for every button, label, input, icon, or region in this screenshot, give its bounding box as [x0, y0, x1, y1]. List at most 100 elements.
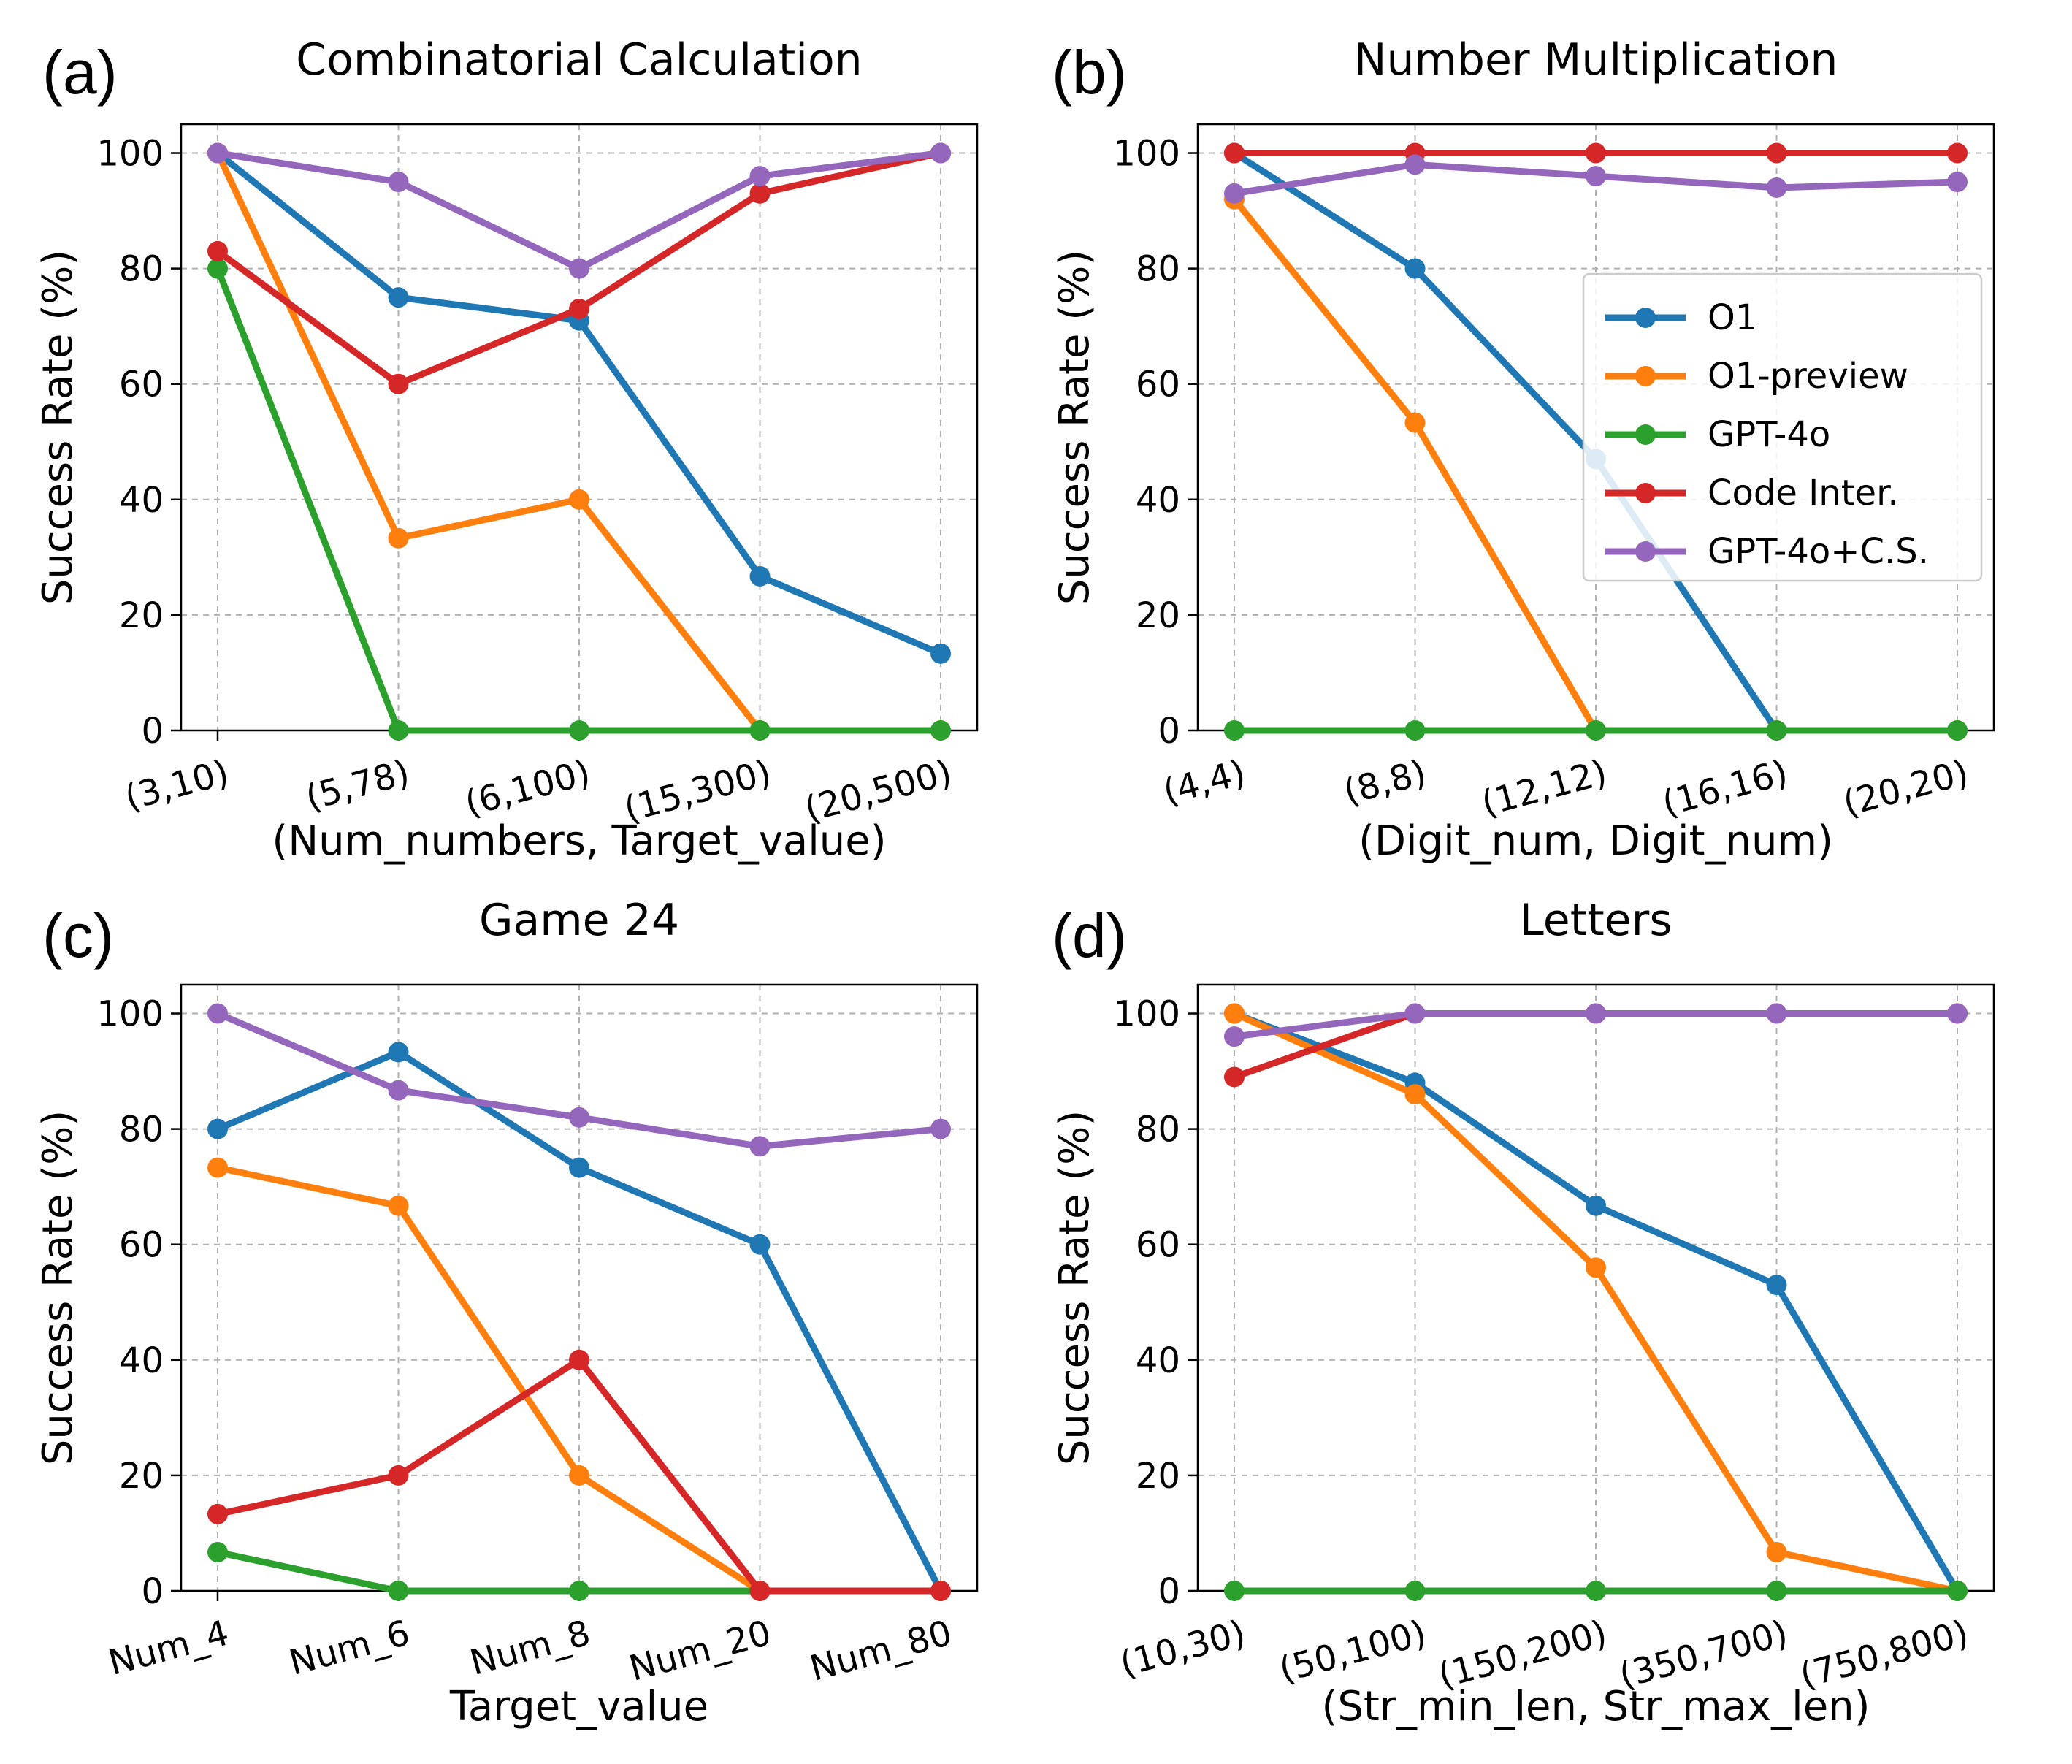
data-point-code-inter — [388, 1465, 409, 1486]
data-point-o1 — [569, 1157, 589, 1178]
series-group — [207, 142, 951, 741]
data-point-gpt-4o — [749, 720, 771, 741]
data-point-code-inter — [1224, 1066, 1245, 1088]
legend: O1 O1-preview GPT-4o Code Inter. GPT-4o+C.S. — [1582, 272, 1983, 582]
data-point-gpt-4o-c-s — [1224, 1026, 1245, 1047]
y-tick-label: 20 — [119, 1456, 164, 1497]
data-point-gpt-4o-c-s — [1586, 166, 1606, 187]
y-tick-label: 40 — [1136, 480, 1180, 521]
legend-label: Code Inter. — [1708, 473, 1899, 513]
data-point-o1-preview — [388, 527, 409, 549]
data-point-gpt-4o — [569, 1581, 589, 1601]
data-point-gpt-4o-c-s — [1404, 154, 1426, 175]
y-tick-label: 60 — [119, 364, 164, 405]
data-point-gpt-4o — [1224, 1581, 1245, 1601]
data-point-o1-preview — [1404, 412, 1426, 433]
data-point-o1 — [930, 643, 951, 664]
y-tick-label: 0 — [141, 711, 164, 752]
data-point-gpt-4o — [1947, 720, 1968, 741]
legend-label: O1-preview — [1708, 356, 1908, 397]
legend-label: O1 — [1708, 297, 1757, 338]
data-point-o1 — [749, 1234, 771, 1255]
y-axis-label: Success Rate (%) — [34, 1110, 82, 1465]
data-point-gpt-4o — [1586, 720, 1606, 741]
data-point-o1 — [1404, 258, 1426, 279]
panel-label: (c) — [42, 901, 114, 970]
data-point-o1-preview — [569, 1465, 589, 1486]
data-point-gpt-4o-c-s — [749, 1136, 771, 1157]
data-point-gpt-4o-c-s — [1766, 177, 1787, 198]
data-point-gpt-4o — [388, 1581, 409, 1601]
data-point-gpt-4o — [1766, 720, 1787, 741]
y-tick-label: 20 — [119, 595, 164, 636]
legend-marker-gpt-4o-c-s — [1635, 541, 1656, 562]
y-tick-label: 100 — [96, 994, 164, 1035]
data-point-gpt-4o — [1224, 720, 1245, 741]
x-axis-label: (Num_numbers, Target_value) — [272, 817, 886, 865]
y-tick-label: 100 — [96, 134, 164, 175]
panel-label: (b) — [1052, 38, 1127, 107]
x-axis-label: Target_value — [449, 1683, 708, 1730]
data-point-gpt-4o — [930, 720, 951, 741]
data-point-gpt-4o-c-s — [1586, 1003, 1606, 1024]
chart-title: Letters — [1519, 895, 1672, 946]
y-tick-label: 60 — [119, 1225, 164, 1266]
y-tick-label: 100 — [1113, 994, 1180, 1035]
data-point-o1-preview — [1766, 1542, 1787, 1563]
panel-label: (d) — [1052, 901, 1127, 970]
legend-marker-o1 — [1635, 308, 1656, 328]
data-point-code-inter — [749, 183, 771, 204]
data-point-gpt-4o-c-s — [1404, 1003, 1426, 1024]
y-tick-label: 20 — [1136, 1456, 1180, 1497]
data-point-gpt-4o-c-s — [1224, 183, 1245, 204]
y-tick-label: 60 — [1136, 364, 1180, 405]
data-point-gpt-4o-c-s — [1947, 172, 1968, 193]
data-point-code-inter — [930, 1581, 951, 1601]
y-tick-label: 80 — [1136, 249, 1180, 290]
panel-label: (a) — [42, 38, 118, 107]
data-point-gpt-4o — [207, 1542, 228, 1563]
data-point-gpt-4o — [207, 258, 228, 279]
data-point-o1 — [388, 287, 409, 308]
data-point-code-inter — [388, 373, 409, 394]
legend-marker-code-inter — [1635, 483, 1656, 503]
data-point-o1-preview — [1586, 1257, 1606, 1278]
legend-marker-gpt-4o — [1635, 424, 1656, 445]
data-point-o1 — [749, 565, 771, 587]
data-point-gpt-4o-c-s — [569, 258, 589, 279]
y-tick-label: 100 — [1113, 134, 1180, 175]
y-tick-label: 0 — [141, 1571, 164, 1612]
data-point-o1-preview — [388, 1195, 409, 1216]
data-point-code-inter — [1586, 142, 1606, 164]
data-point-gpt-4o-c-s — [207, 142, 228, 164]
data-point-gpt-4o-c-s — [749, 166, 771, 187]
data-point-o1-preview — [207, 1157, 228, 1178]
y-tick-label: 80 — [1136, 1110, 1180, 1150]
legend-label: GPT-4o+C.S. — [1708, 531, 1929, 572]
y-tick-label: 40 — [119, 480, 164, 521]
data-point-code-inter — [207, 1503, 228, 1524]
y-tick-label: 40 — [1136, 1340, 1180, 1381]
data-point-code-inter — [1766, 142, 1787, 164]
data-point-code-inter — [1224, 142, 1245, 164]
data-point-gpt-4o-c-s — [930, 142, 951, 164]
data-point-gpt-4o — [1586, 1581, 1606, 1601]
data-point-gpt-4o-c-s — [930, 1118, 951, 1139]
x-axis-label: (Str_min_len, Str_max_len) — [1322, 1683, 1870, 1730]
data-point-code-inter — [569, 1349, 589, 1370]
legend-box — [1582, 272, 1983, 582]
data-point-o1 — [1586, 1195, 1606, 1216]
data-point-gpt-4o — [388, 720, 409, 741]
series-group — [207, 1003, 951, 1601]
y-tick-label: 20 — [1136, 595, 1180, 636]
data-point-o1-preview — [1224, 1003, 1245, 1024]
data-point-o1-preview — [1404, 1084, 1426, 1105]
data-point-gpt-4o — [1404, 1581, 1426, 1601]
data-point-gpt-4o — [1766, 1581, 1787, 1601]
x-axis-label: (Digit_num, Digit_num) — [1358, 817, 1833, 865]
y-tick-label: 0 — [1158, 1571, 1180, 1612]
data-point-gpt-4o — [1947, 1581, 1968, 1601]
data-point-gpt-4o — [1404, 720, 1426, 741]
legend-marker-o1-preview — [1635, 366, 1656, 386]
